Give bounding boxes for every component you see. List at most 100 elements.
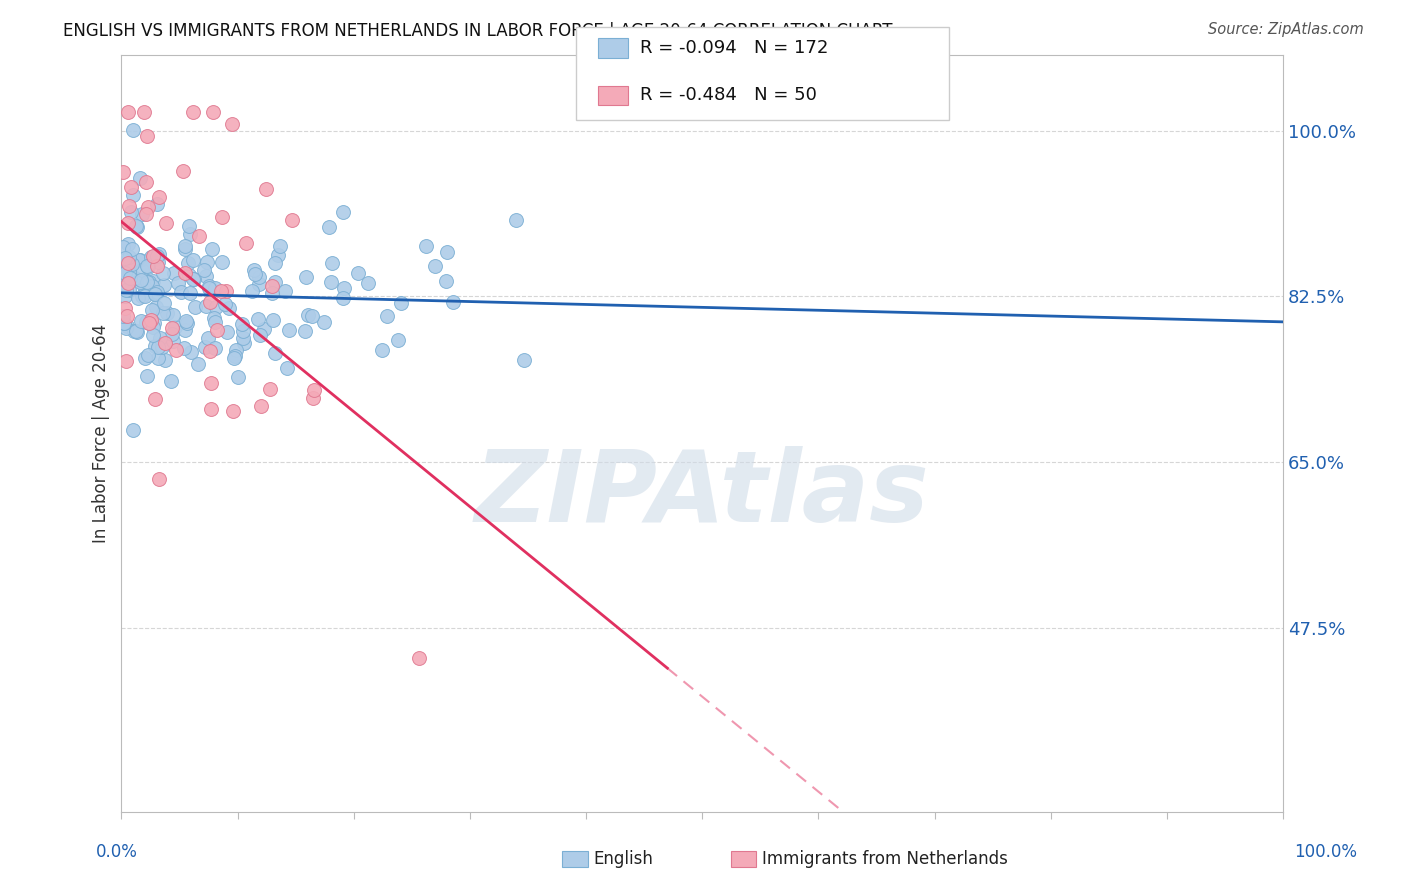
Point: [294, 324, 316, 338]
Point: [176, 316, 198, 330]
Point: [141, 313, 163, 327]
Point: [165, 343, 187, 357]
Point: [131, 207, 153, 221]
Point: [318, 220, 340, 235]
Point: [249, 328, 271, 343]
Point: [118, 250, 141, 264]
Point: [145, 392, 167, 406]
Point: [124, 271, 146, 285]
Point: [205, 323, 228, 337]
Point: [146, 259, 169, 273]
Point: [114, 321, 136, 335]
Point: [111, 267, 134, 281]
Point: [135, 275, 157, 289]
Point: [172, 164, 194, 178]
Point: [211, 255, 233, 269]
Point: [129, 273, 152, 287]
Point: [112, 316, 135, 330]
Point: [415, 238, 437, 252]
Point: [120, 180, 142, 194]
Point: [183, 272, 205, 286]
Point: [215, 284, 238, 298]
Point: [114, 301, 136, 316]
Y-axis label: In Labor Force | Age 20-64: In Labor Force | Age 20-64: [93, 324, 110, 543]
Point: [204, 280, 226, 294]
Point: [247, 270, 270, 285]
Point: [222, 404, 245, 418]
Point: [129, 314, 152, 328]
Point: [134, 289, 156, 303]
Point: [120, 205, 142, 219]
Point: [146, 249, 169, 263]
Point: [264, 275, 287, 289]
Point: [125, 219, 148, 233]
Point: [146, 351, 169, 366]
Point: [127, 325, 149, 339]
Point: [274, 284, 297, 298]
Point: [117, 256, 139, 270]
Point: [115, 318, 138, 333]
Text: ZIPAtlas: ZIPAtlas: [475, 446, 929, 542]
Text: R = -0.094   N = 172: R = -0.094 N = 172: [640, 39, 828, 57]
Point: [193, 262, 215, 277]
Point: [243, 267, 266, 281]
Point: [111, 165, 134, 179]
Point: [135, 175, 157, 189]
Point: [181, 252, 204, 267]
Point: [115, 310, 138, 324]
Text: ENGLISH VS IMMIGRANTS FROM NETHERLANDS IN LABOR FORCE | AGE 20-64 CORRELATION CH: ENGLISH VS IMMIGRANTS FROM NETHERLANDS I…: [63, 22, 893, 40]
Point: [131, 289, 153, 303]
Point: [117, 264, 139, 278]
Point: [142, 274, 165, 288]
Point: [198, 343, 221, 358]
Point: [122, 187, 145, 202]
Point: [163, 266, 186, 280]
Point: [117, 104, 139, 119]
Point: [115, 283, 138, 297]
Point: [297, 308, 319, 322]
Point: [145, 301, 167, 315]
Point: [165, 319, 187, 334]
Point: [347, 266, 370, 280]
Point: [118, 266, 141, 280]
Point: [111, 239, 134, 253]
Point: [177, 255, 200, 269]
Point: [146, 197, 169, 211]
Point: [122, 423, 145, 437]
Point: [174, 266, 197, 280]
Point: [387, 333, 409, 347]
Point: [174, 323, 197, 337]
Point: [142, 316, 165, 330]
Point: [152, 340, 174, 354]
Point: [263, 346, 285, 360]
Point: [162, 309, 184, 323]
Point: [204, 300, 226, 314]
Point: [202, 310, 225, 325]
Point: [138, 347, 160, 361]
Point: [179, 227, 201, 241]
Point: [128, 252, 150, 267]
Point: [135, 315, 157, 329]
Point: [215, 326, 238, 340]
Point: [180, 344, 202, 359]
Point: [232, 331, 254, 345]
Point: [143, 286, 166, 301]
Point: [513, 352, 536, 367]
Point: [281, 213, 304, 227]
Point: [122, 324, 145, 338]
Point: [179, 219, 201, 234]
Text: Source: ZipAtlas.com: Source: ZipAtlas.com: [1208, 22, 1364, 37]
Point: [187, 357, 209, 371]
Point: [505, 213, 527, 227]
Point: [114, 266, 136, 280]
Point: [160, 326, 183, 341]
Point: [197, 331, 219, 345]
Point: [136, 369, 159, 384]
Point: [302, 391, 325, 405]
Point: [127, 291, 149, 305]
Point: [247, 277, 270, 291]
Point: [204, 315, 226, 329]
Point: [129, 171, 152, 186]
Point: [377, 309, 399, 323]
Point: [148, 472, 170, 486]
